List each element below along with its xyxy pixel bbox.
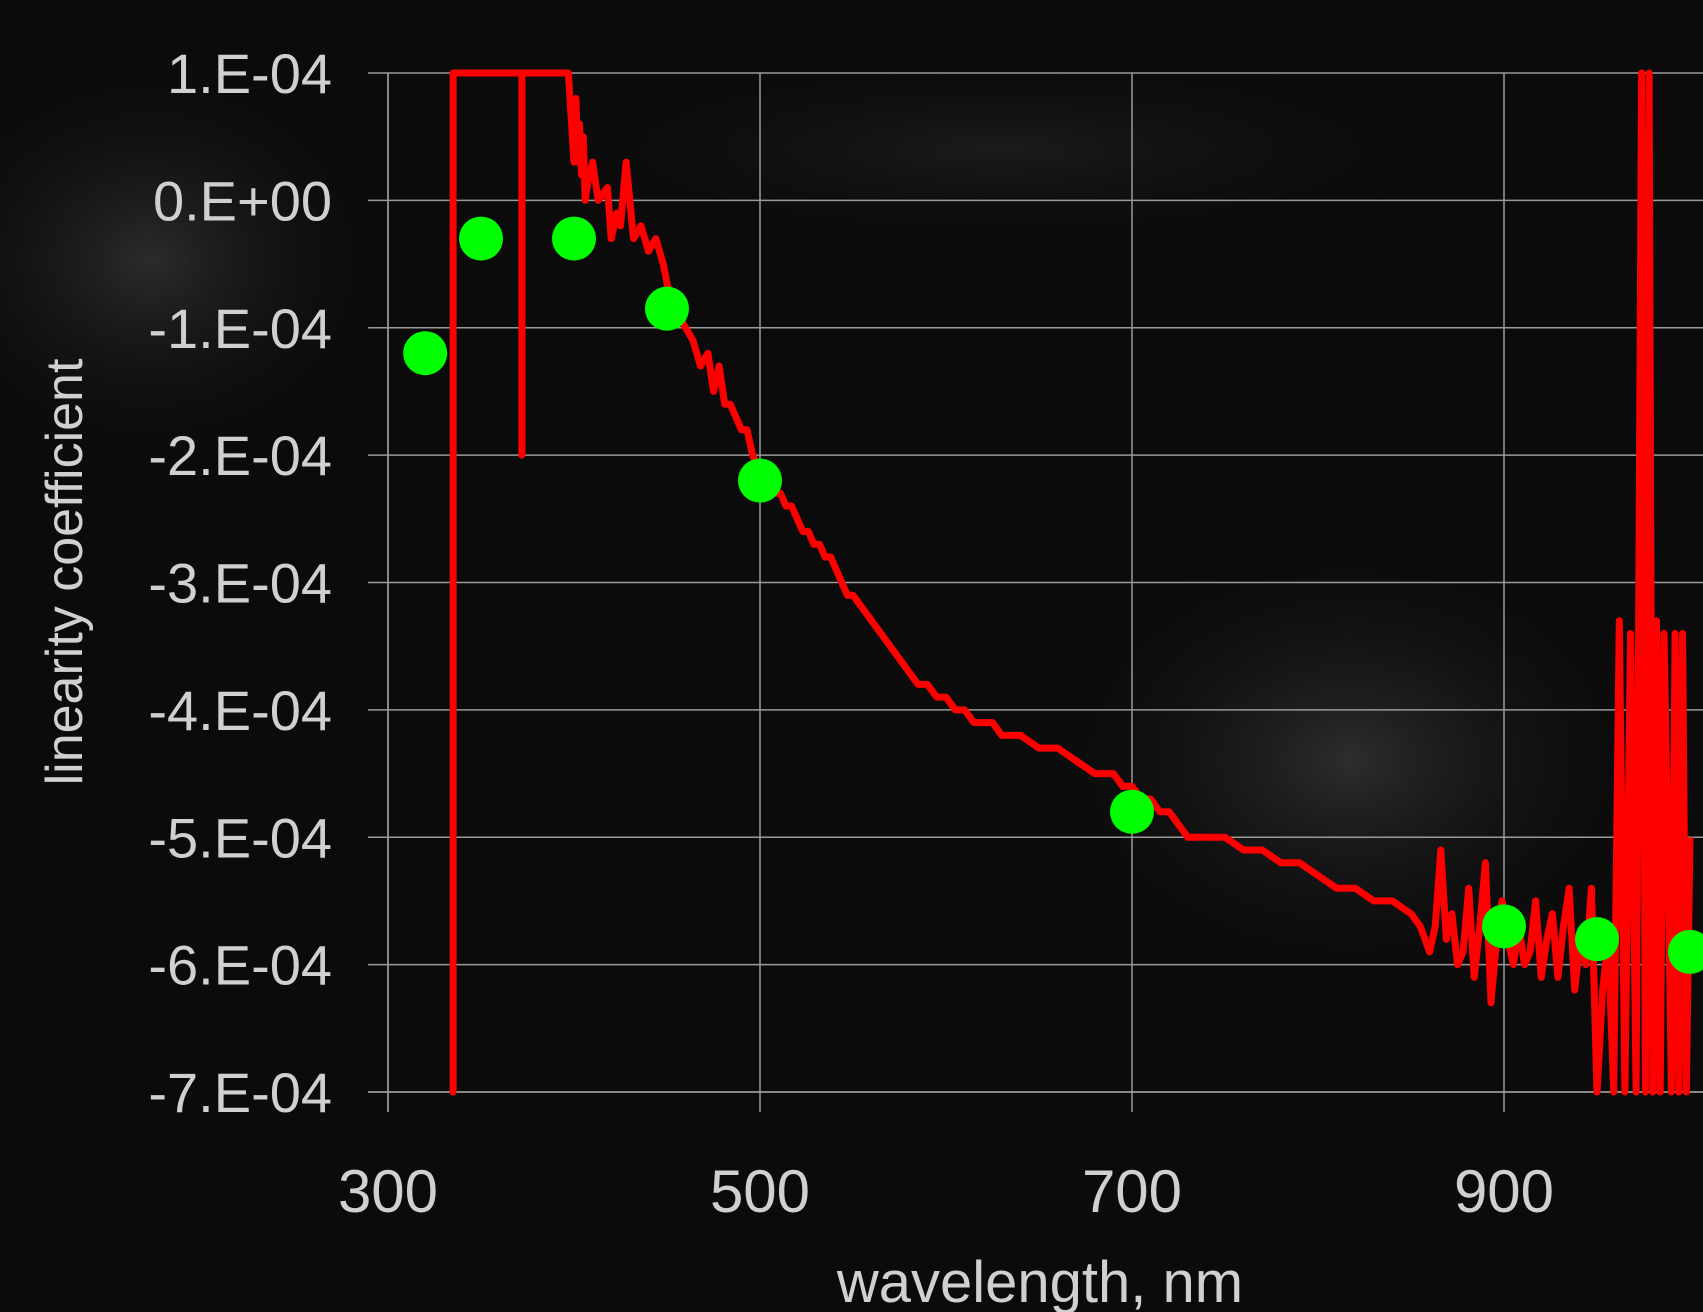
data-point: [1575, 917, 1619, 962]
data-point: [645, 286, 689, 331]
y-tick-label: -2.E-04: [148, 424, 332, 487]
series-line: [449, 69, 1694, 1096]
axes: [368, 72, 1703, 1112]
y-tick-label: -7.E-04: [148, 1061, 332, 1124]
data-point: [459, 216, 503, 261]
y-tick-label: -4.E-04: [148, 679, 332, 742]
y-tick-label: 1.E-04: [167, 42, 332, 105]
y-tick-label: -6.E-04: [148, 934, 332, 997]
x-axis-title: wavelength, nm: [836, 1250, 1243, 1312]
x-tick-label: 900: [1454, 1158, 1554, 1225]
x-tick-label: 500: [710, 1158, 810, 1225]
data-point: [738, 458, 782, 503]
y-tick-label: -5.E-04: [148, 806, 332, 869]
tick-labels: 1.E-04 0.E+00 -1.E-04 -2.E-04 -3.E-04 -4.E-04…: [148, 42, 1554, 1225]
data-point: [552, 216, 596, 261]
y-tick-label: -1.E-04: [148, 297, 332, 360]
background-texture: [0, 40, 1680, 1000]
x-tick-label: 700: [1082, 1158, 1182, 1225]
series-layer: [403, 69, 1703, 1096]
data-point: [1668, 929, 1703, 974]
y-tick-label: 0.E+00: [153, 169, 332, 232]
data-point: [1482, 904, 1526, 949]
data-point: [403, 331, 448, 376]
x-tick-label: 300: [338, 1158, 438, 1225]
data-point: [1110, 789, 1154, 834]
y-axis-title: linearity coefficient: [36, 358, 94, 785]
y-tick-label: -3.E-04: [148, 552, 332, 615]
